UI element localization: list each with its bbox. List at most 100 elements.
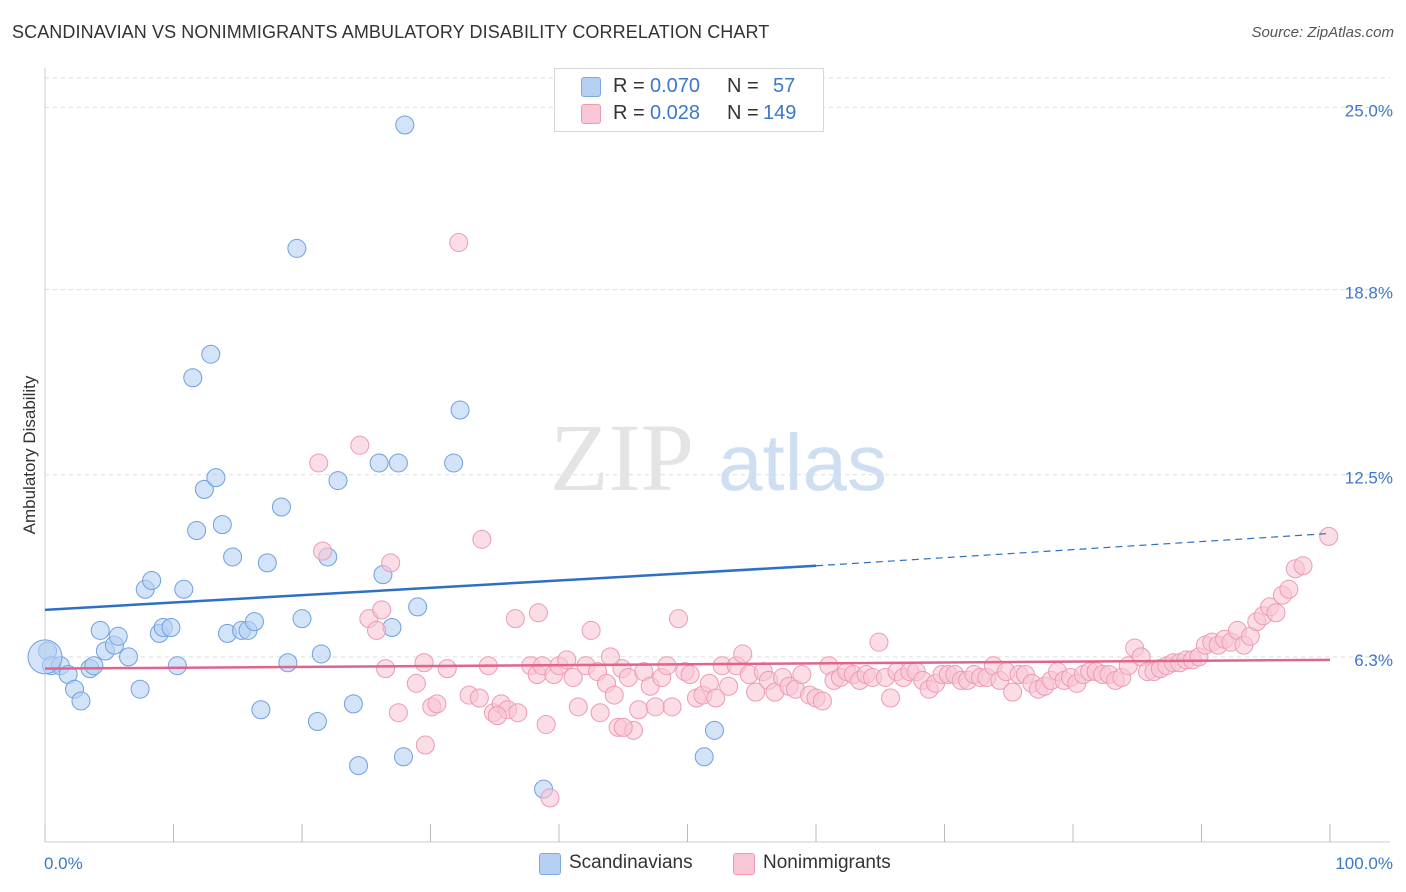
nonimmigrant-point	[881, 688, 901, 708]
trend-nonimmigrants	[44, 658, 1331, 670]
legend-n-value: 57	[773, 75, 796, 97]
scandinavian-point	[130, 679, 150, 699]
nonimmigrant-point	[1293, 556, 1313, 576]
scandinavian-point	[444, 453, 464, 473]
nonimmigrant-point	[1003, 682, 1023, 702]
scandinavian-point	[206, 468, 226, 488]
x-tick-label: 100.0%	[1335, 854, 1393, 873]
scandinavian-point	[307, 712, 327, 732]
bottom-legend-label-scandinavians: Scandinavians	[569, 852, 693, 873]
scandinavian-point	[194, 479, 214, 499]
nonimmigrant-point	[568, 697, 588, 717]
nonimmigrant-point	[746, 682, 766, 702]
scandinavian-point	[311, 644, 331, 664]
nonimmigrant-point	[487, 706, 507, 726]
bottom-legend-label-nonimmigrants: Nonimmigrants	[763, 852, 891, 873]
nonimmigrant-point	[563, 667, 583, 687]
nonimmigrant-point	[406, 673, 426, 693]
legend-r-value: 0.070	[650, 75, 701, 97]
nonimmigrant-point	[812, 691, 832, 711]
y-tick-label: 25.0%	[1345, 101, 1393, 120]
scandinavian-point	[201, 344, 221, 364]
x-tick-label: 0.0%	[44, 854, 83, 873]
nonimmigrant-point	[372, 600, 392, 620]
scandinavian-point	[71, 691, 91, 711]
scandinavian-point	[90, 620, 110, 640]
nonimmigrant-point	[645, 697, 665, 717]
trend-lines	[44, 532, 1331, 670]
nonimmigrant-point	[733, 644, 753, 664]
y-axis-label: Ambulatory Disability	[20, 375, 39, 535]
nonimmigrant-point	[350, 435, 370, 455]
watermark: ZIP atlas	[550, 404, 887, 511]
bottom-legend-swatch-scandinavians	[539, 853, 561, 875]
nonimmigrant-point	[590, 703, 610, 723]
nonimmigrant-point	[309, 453, 329, 473]
scandinavian-point	[388, 453, 408, 473]
nonimmigrant-point	[669, 609, 689, 629]
scandinavian-point	[382, 617, 402, 637]
y-tick-label: 12.5%	[1345, 469, 1393, 488]
scandinavian-point	[395, 115, 415, 135]
scandinavian-point	[704, 720, 724, 740]
nonimmigrant-point	[313, 541, 333, 561]
y-tick-label: 18.8%	[1345, 284, 1393, 303]
nonimmigrant-point	[1279, 579, 1299, 599]
scandinavian-point	[187, 521, 207, 541]
scandinavian-point	[394, 747, 414, 767]
axes	[44, 68, 1390, 843]
legend-n-label: N =	[727, 102, 759, 124]
scandinavian-point	[108, 626, 128, 646]
stats-legend: R = 0.070 N = 57 R = 0.028 N = 149	[554, 68, 824, 132]
scandinavian-point	[142, 570, 162, 590]
nonimmigrant-point	[376, 659, 396, 679]
nonimmigrant-point	[381, 553, 401, 573]
watermark-zip: ZIP	[550, 404, 694, 511]
scandinavian-point	[349, 756, 369, 776]
scandinavian-point	[408, 597, 428, 617]
scandinavian-point	[278, 653, 298, 673]
scandinavian-point	[694, 747, 714, 767]
nonimmigrant-point	[505, 609, 525, 629]
nonimmigrant-point	[415, 735, 435, 755]
legend-n-label: N =	[727, 75, 759, 97]
tick-labels: 6.3% 12.5% 18.8% 25.0% 0.0% 100.0%	[44, 101, 1393, 873]
bottom-legend-swatch-nonimmigrants	[733, 853, 755, 875]
scandinavian-point	[161, 617, 181, 637]
nonimmigrant-point	[657, 656, 677, 676]
scandinavian-point	[119, 647, 139, 667]
scandinavian-point	[244, 612, 264, 632]
nonimmigrant-point	[706, 688, 726, 708]
nonimmigrant-point	[581, 620, 601, 640]
nonimmigrant-point	[414, 653, 434, 673]
nonimmigrant-point	[792, 665, 812, 685]
nonimmigrant-point	[540, 788, 560, 808]
nonimmigrant-point	[662, 697, 682, 717]
source-label: Source: ZipAtlas.com	[1251, 24, 1394, 41]
nonimmigrant-point	[600, 647, 620, 667]
watermark-atlas: atlas	[718, 418, 887, 507]
nonimmigrant-point	[680, 665, 700, 685]
trend-scandinavians-dashed	[815, 532, 1331, 567]
gridlines	[45, 77, 1390, 658]
nonimmigrant-point	[1266, 603, 1286, 623]
chart-title: SCANDINAVIAN VS NONIMMIGRANTS AMBULATORY…	[12, 22, 770, 42]
legend-n-value: 149	[763, 102, 797, 124]
nonimmigrant-point	[367, 620, 387, 640]
legend-r-value: 0.028	[650, 102, 701, 124]
legend-row-nonimmigrants: R = 0.028 N = 149	[555, 101, 823, 127]
nonimmigrant-point	[869, 632, 889, 652]
scandinavian-point	[183, 368, 203, 388]
nonimmigrant-point	[508, 703, 528, 723]
nonimmigrant-point	[719, 676, 739, 696]
scandinavian-point	[223, 547, 243, 567]
scandinavian-point	[328, 471, 348, 491]
legend-swatch-scandinavians	[581, 77, 601, 97]
y-tick-label: 6.3%	[1354, 651, 1393, 670]
nonimmigrant-point	[528, 603, 548, 623]
legend-swatch-nonimmigrants	[581, 104, 601, 124]
scandinavian-point	[251, 700, 271, 720]
scandinavian-point	[84, 656, 104, 676]
scandinavian-point	[212, 515, 232, 535]
